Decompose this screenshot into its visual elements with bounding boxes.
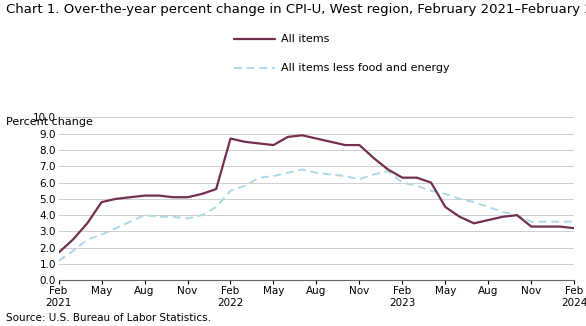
All items less food and energy xyxy=(184,216,191,220)
All items xyxy=(327,140,334,144)
All items less food and energy xyxy=(384,169,391,173)
Text: Source: U.S. Bureau of Labor Statistics.: Source: U.S. Bureau of Labor Statistics. xyxy=(6,313,211,323)
All items less food and energy xyxy=(485,205,492,209)
All items less food and energy xyxy=(513,213,520,217)
All items xyxy=(155,194,162,198)
All items xyxy=(542,225,549,229)
All items less food and energy xyxy=(299,168,306,171)
All items xyxy=(499,215,506,219)
All items less food and energy xyxy=(155,215,162,219)
All items xyxy=(113,197,120,201)
All items less food and energy xyxy=(370,172,377,176)
All items less food and energy xyxy=(428,189,435,193)
All items less food and energy xyxy=(98,233,105,237)
All items less food and energy xyxy=(557,220,564,224)
All items less food and energy xyxy=(270,174,277,178)
All items xyxy=(513,213,520,217)
All items less food and energy xyxy=(84,238,91,242)
All items less food and energy xyxy=(528,220,535,224)
All items xyxy=(342,143,349,147)
All items xyxy=(170,195,177,199)
All items xyxy=(127,195,134,199)
All items xyxy=(571,226,578,230)
Text: All items: All items xyxy=(281,34,330,44)
Text: Percent change: Percent change xyxy=(6,117,93,127)
All items less food and energy xyxy=(399,181,406,185)
All items less food and energy xyxy=(342,174,349,178)
All items xyxy=(141,194,148,198)
All items xyxy=(485,218,492,222)
All items xyxy=(456,215,463,219)
All items xyxy=(98,200,105,204)
All items less food and energy xyxy=(198,213,205,217)
All items xyxy=(399,176,406,180)
All items xyxy=(384,168,391,171)
All items xyxy=(270,143,277,147)
Text: All items less food and energy: All items less food and energy xyxy=(281,64,450,73)
All items xyxy=(428,181,435,185)
All items less food and energy xyxy=(313,171,320,175)
All items less food and energy xyxy=(255,176,263,180)
All items xyxy=(55,251,62,255)
All items xyxy=(227,137,234,141)
All items xyxy=(198,192,205,196)
All items xyxy=(213,187,220,191)
All items less food and energy xyxy=(170,215,177,219)
All items xyxy=(284,135,291,139)
All items less food and energy xyxy=(55,259,62,263)
All items less food and energy xyxy=(241,184,248,188)
All items xyxy=(471,221,478,225)
All items xyxy=(313,137,320,141)
All items less food and energy xyxy=(542,220,549,224)
All items xyxy=(69,238,76,242)
All items less food and energy xyxy=(213,205,220,209)
All items less food and energy xyxy=(499,210,506,214)
All items less food and energy xyxy=(413,184,420,188)
All items less food and energy xyxy=(442,192,449,196)
All items less food and energy xyxy=(113,226,120,230)
All items less food and energy xyxy=(141,213,148,217)
All items xyxy=(528,225,535,229)
All items less food and energy xyxy=(127,220,134,224)
All items less food and energy xyxy=(356,177,363,181)
All items less food and energy xyxy=(227,189,234,193)
All items less food and energy xyxy=(571,220,578,224)
All items xyxy=(557,225,564,229)
All items less food and energy xyxy=(284,171,291,175)
All items xyxy=(184,195,191,199)
All items less food and energy xyxy=(456,197,463,201)
All items less food and energy xyxy=(471,200,478,204)
All items less food and energy xyxy=(69,249,76,253)
All items xyxy=(84,221,91,225)
Line: All items less food and energy: All items less food and energy xyxy=(59,170,574,261)
All items xyxy=(299,133,306,137)
Line: All items: All items xyxy=(59,135,574,253)
All items xyxy=(356,143,363,147)
All items less food and energy xyxy=(327,172,334,176)
All items xyxy=(370,156,377,160)
All items xyxy=(241,140,248,144)
Text: Chart 1. Over-the-year percent change in CPI-U, West region, February 2021–Febru: Chart 1. Over-the-year percent change in… xyxy=(6,3,586,16)
All items xyxy=(255,141,263,145)
All items xyxy=(413,176,420,180)
All items xyxy=(442,205,449,209)
